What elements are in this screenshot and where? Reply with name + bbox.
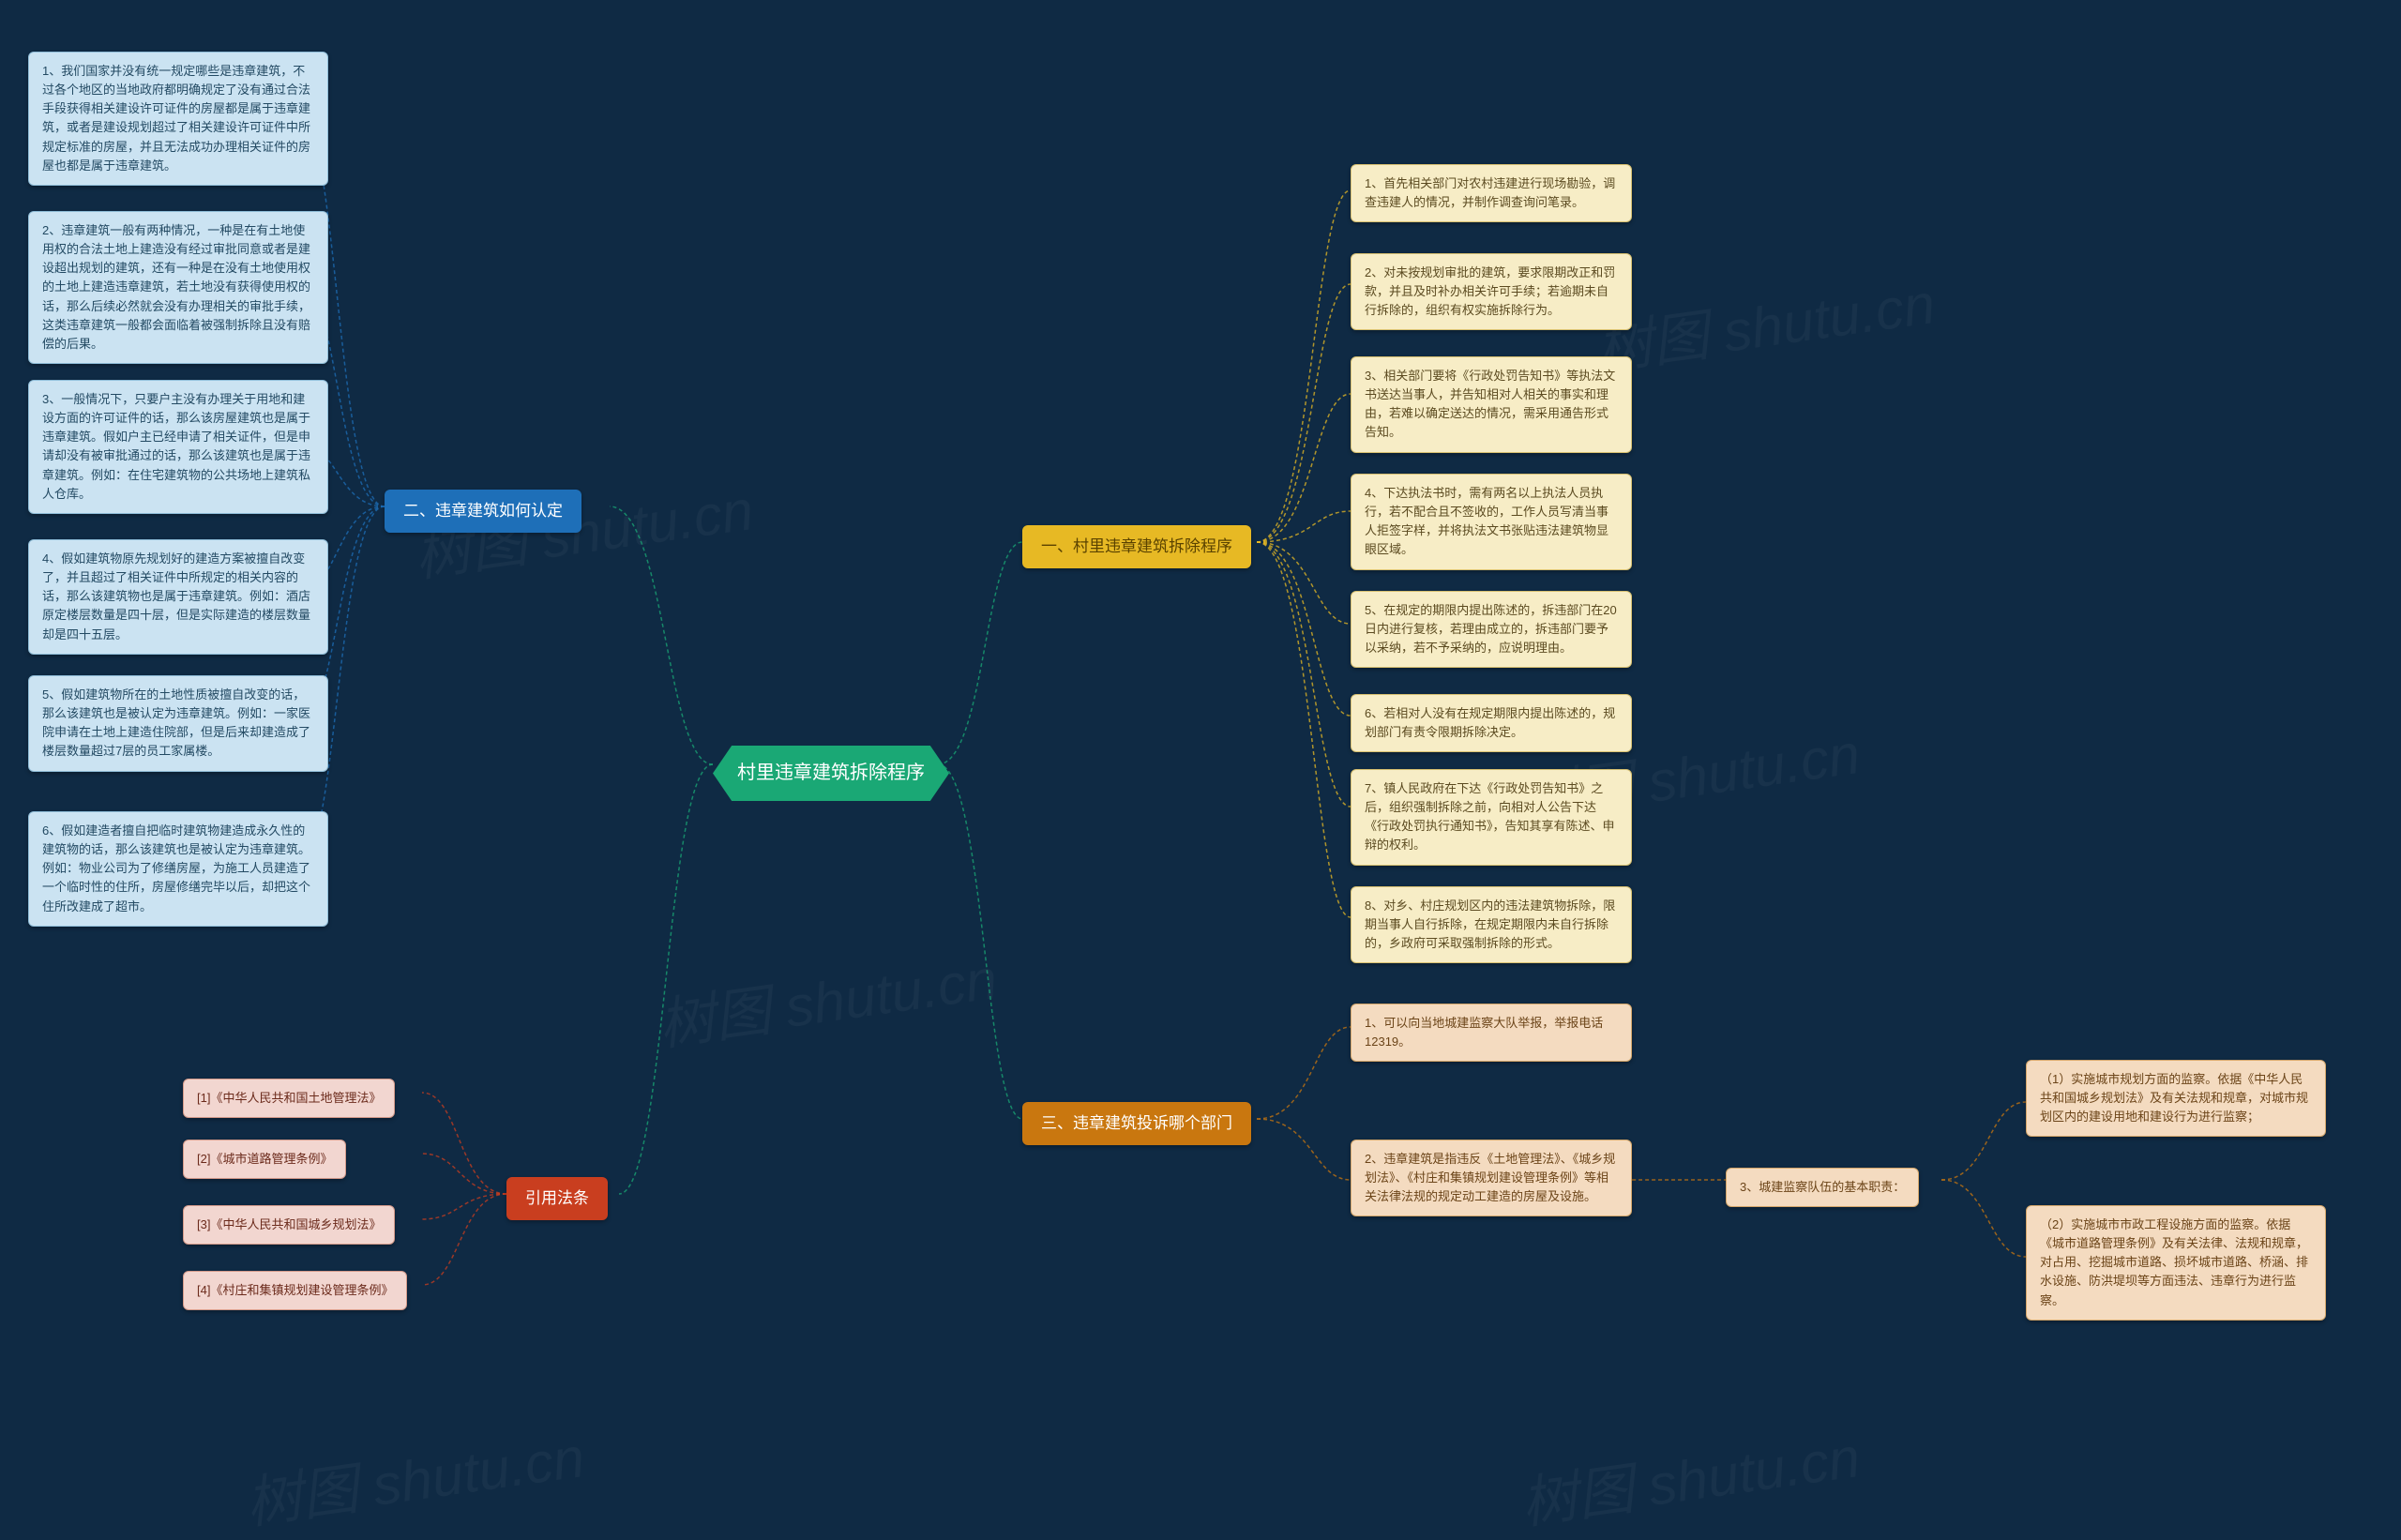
b3-sub-leaf-1: （2）实施城市市政工程设施方面的监察。依据《城市道路管理条例》及有关法律、法规和… [2026,1205,2326,1321]
b2-leaf-1: 2、违章建筑一般有两种情况，一种是在有土地使用权的合法土地上建造没有经过审批同意… [28,211,328,364]
b1-leaf-0: 1、首先相关部门对农村违建进行现场勘验，调查违建人的情况，并制作调查询问笔录。 [1351,164,1632,222]
branch-2[interactable]: 二、违章建筑如何认定 [385,490,581,533]
watermark: 树图 shutu.cn [1516,1412,1865,1540]
watermark: 树图 shutu.cn [1591,258,1940,386]
b1-leaf-3: 4、下达执法书时，需有两名以上执法人员执行，若不配合且不签收的，工作人员写清当事… [1351,474,1632,570]
b1-leaf-7: 8、对乡、村庄规划区内的违法建筑物拆除，限期当事人自行拆除，在规定期限内未自行拆… [1351,886,1632,963]
b3-leaf-0: 1、可以向当地城建监察大队举报，举报电话12319。 [1351,1004,1632,1062]
b2-leaf-0: 1、我们国家并没有统一规定哪些是违章建筑，不过各个地区的当地政府都明确规定了没有… [28,52,328,186]
branch-1[interactable]: 一、村里违章建筑拆除程序 [1022,525,1251,568]
b4-leaf-1: [2]《城市道路管理条例》 [183,1140,346,1179]
branch-4[interactable]: 引用法条 [506,1177,608,1220]
b2-leaf-2: 3、一般情况下，只要户主没有办理关于用地和建设方面的许可证件的话，那么该房屋建筑… [28,380,328,514]
b2-leaf-5: 6、假如建造者擅自把临时建筑物建造成永久性的建筑物的话，那么该建筑也是被认定为违… [28,811,328,927]
b2-leaf-3: 4、假如建筑物原先规划好的建造方案被擅自改变了，并且超过了相关证件中所规定的相关… [28,539,328,655]
b2-leaf-4: 5、假如建筑物所在的土地性质被擅自改变的话，那么该建筑也是被认定为违章建筑。例如… [28,675,328,772]
watermark: 树图 shutu.cn [240,1412,589,1540]
b1-leaf-6: 7、镇人民政府在下达《行政处罚告知书》之后，组织强制拆除之前，向相对人公告下达《… [1351,769,1632,866]
b3-leaf-1: 2、违章建筑是指违反《土地管理法》、《城乡规划法》、《村庄和集镇规划建设管理条例… [1351,1140,1632,1216]
b4-leaf-3: [4]《村庄和集镇规划建设管理条例》 [183,1271,407,1310]
b3-sub-leaf-0: （1）实施城市规划方面的监察。依据《中华人民共和国城乡规划法》及有关法规和规章，… [2026,1060,2326,1137]
watermark: 树图 shutu.cn [653,933,1002,1062]
b1-leaf-4: 5、在规定的期限内提出陈述的，拆违部门在20日内进行复核，若理由成立的，拆违部门… [1351,591,1632,668]
b3-sub-label: 3、城建监察队伍的基本职责： [1726,1168,1919,1207]
b1-leaf-2: 3、相关部门要将《行政处罚告知书》等执法文书送达当事人，并告知相对人相关的事实和… [1351,356,1632,453]
branch-3[interactable]: 三、违章建筑投诉哪个部门 [1022,1102,1251,1145]
b4-leaf-0: [1]《中华人民共和国土地管理法》 [183,1079,395,1118]
b4-leaf-2: [3]《中华人民共和国城乡规划法》 [183,1205,395,1245]
root-node[interactable]: 村里违章建筑拆除程序 [713,746,949,801]
b1-leaf-1: 2、对未按规划审批的建筑，要求限期改正和罚款，并且及时补办相关许可手续；若逾期未… [1351,253,1632,330]
b1-leaf-5: 6、若相对人没有在规定期限内提出陈述的，规划部门有责令限期拆除决定。 [1351,694,1632,752]
